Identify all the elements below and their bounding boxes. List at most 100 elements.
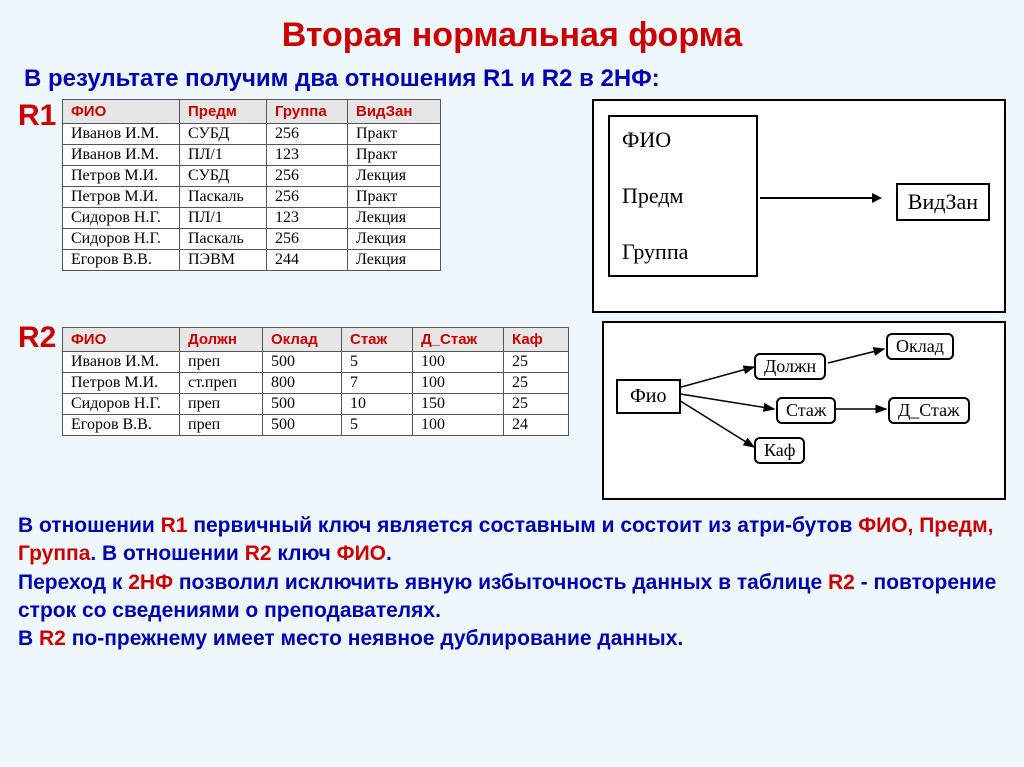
p3-b: R2 (39, 627, 66, 650)
table-cell: 100 (413, 352, 504, 373)
table-cell: Сидоров Н.Г. (63, 208, 180, 229)
table-cell: 500 (263, 394, 342, 415)
r2-section: R2 ФИОДолжнОкладСтажД_СтажКафИванов И.М.… (18, 321, 1006, 500)
table-cell: Практ (348, 187, 441, 208)
p2-d: R2 (828, 571, 855, 594)
table-cell: Практ (348, 124, 441, 145)
table-row: Егоров В.В.ПЭВМ244Лекция (63, 250, 441, 271)
table-cell: 500 (263, 415, 342, 436)
r2-label: R2 (18, 321, 62, 355)
p1-g: ключ (272, 542, 337, 565)
table-row: Сидоров Н.Г.ПЛ/1123Лекция (63, 208, 441, 229)
table-row: Петров М.И.Паскаль256Практ (63, 187, 441, 208)
r2-table-holder: ФИОДолжнОкладСтажД_СтажКаф Иванов И.М.пре… (62, 327, 569, 436)
p1-e: . В отношении (90, 542, 244, 565)
table-cell: 256 (267, 124, 348, 145)
table-header: ФИО (63, 100, 180, 124)
table-cell: 500 (263, 352, 342, 373)
table-cell: 150 (413, 394, 504, 415)
table-header: Предм (180, 100, 267, 124)
table-cell: Егоров В.В. (63, 250, 180, 271)
p2-a: Переход к (18, 571, 128, 594)
d1-key-2: Группа (622, 239, 744, 265)
explanation-text: В отношении R1 первичный ключ является с… (18, 512, 1006, 654)
table-header: Оклад (263, 328, 342, 352)
table-cell: 123 (267, 145, 348, 166)
p2-b: 2НФ (128, 571, 173, 594)
table-cell: 244 (267, 250, 348, 271)
table-row: Петров М.И.СУБД256Лекция (63, 166, 441, 187)
table-cell: 7 (342, 373, 413, 394)
table-row: Иванов И.М.СУБД256Практ (63, 124, 441, 145)
table-cell: Сидоров Н.Г. (63, 394, 180, 415)
table-cell: Петров М.И. (63, 166, 180, 187)
table-cell: Петров М.И. (63, 373, 180, 394)
diagram-r1: ФИО Предм Группа ВидЗан (592, 99, 1006, 313)
table-row: Сидоров Н.Г.преп5001015025 (63, 394, 569, 415)
table-cell: Лекция (348, 229, 441, 250)
page-title: Вторая нормальная форма (18, 16, 1006, 55)
table-cell: Иванов И.М. (63, 124, 180, 145)
table-header: ВидЗан (348, 100, 441, 124)
table-row: Сидоров Н.Г.Паскаль256Лекция (63, 229, 441, 250)
r1-label: R1 (18, 99, 62, 133)
table-header: Группа (267, 100, 348, 124)
table-cell: 24 (504, 415, 569, 436)
p2-c: позволил исключить явную избыточность да… (173, 571, 828, 594)
table-cell: Иванов И.М. (63, 352, 180, 373)
table-cell: Иванов И.М. (63, 145, 180, 166)
table-cell: Лекция (348, 250, 441, 271)
d2-node-kaf: Каф (754, 437, 805, 464)
p1-h: ФИО (337, 542, 386, 565)
table-header: ФИО (63, 328, 180, 352)
d2-node-dstazh: Д_Стаж (888, 397, 970, 424)
table-cell: 25 (504, 373, 569, 394)
table-cell: 100 (413, 415, 504, 436)
table-cell: 256 (267, 187, 348, 208)
table-cell: 100 (413, 373, 504, 394)
table-row: Егоров В.В.преп500510024 (63, 415, 569, 436)
p3-c: по-прежнему имеет место неявное дублиров… (66, 627, 683, 650)
r1-table: ФИОПредмГруппаВидЗанИванов И.М.СУБД256Пр… (62, 99, 441, 271)
table-cell: 25 (504, 352, 569, 373)
table-cell: Сидоров Н.Г. (63, 229, 180, 250)
table-cell: Егоров В.В. (63, 415, 180, 436)
d2-source: Фио (616, 379, 681, 414)
d1-arrow-head (872, 193, 882, 203)
d2-node-oklad: Оклад (886, 333, 954, 360)
table-cell: СУБД (180, 166, 267, 187)
table-cell: ПЛ/1 (180, 208, 267, 229)
table-cell: ст.преп (180, 373, 263, 394)
diagram-r2: Фио Должн Оклад Стаж Д_Стаж Каф (602, 321, 1006, 500)
d1-key-0: ФИО (622, 127, 744, 153)
subtitle: В результате получим два отношения R1 и … (24, 65, 1006, 93)
table-header: Каф (504, 328, 569, 352)
table-row: Петров М.И.ст.преп800710025 (63, 373, 569, 394)
d1-arrow-line (760, 197, 872, 199)
table-cell: 5 (342, 415, 413, 436)
table-cell: СУБД (180, 124, 267, 145)
table-header: Стаж (342, 328, 413, 352)
r1-section: R1 ФИОПредмГруппаВидЗанИванов И.М.СУБД25… (18, 99, 1006, 313)
table-cell: Практ (348, 145, 441, 166)
d2-node-dolzhn: Должн (754, 353, 826, 380)
table-cell: преп (180, 394, 263, 415)
table-row: Иванов И.М.ПЛ/1123Практ (63, 145, 441, 166)
table-cell: Лекция (348, 208, 441, 229)
r2-table: ФИОДолжнОкладСтажД_СтажКаф Иванов И.М.пре… (62, 327, 569, 436)
table-cell: Лекция (348, 166, 441, 187)
table-cell: Паскаль (180, 187, 267, 208)
table-header: Должн (180, 328, 263, 352)
table-cell: 123 (267, 208, 348, 229)
table-cell: преп (180, 352, 263, 373)
p1-i: . (386, 542, 392, 565)
p1-a: В отношении (18, 514, 161, 537)
d1-key-1: Предм (622, 183, 744, 209)
table-cell: Петров М.И. (63, 187, 180, 208)
table-cell: 25 (504, 394, 569, 415)
d1-dependent: ВидЗан (896, 183, 990, 221)
p1-f: R2 (245, 542, 272, 565)
table-cell: Паскаль (180, 229, 267, 250)
table-cell: 800 (263, 373, 342, 394)
table-header: Д_Стаж (413, 328, 504, 352)
